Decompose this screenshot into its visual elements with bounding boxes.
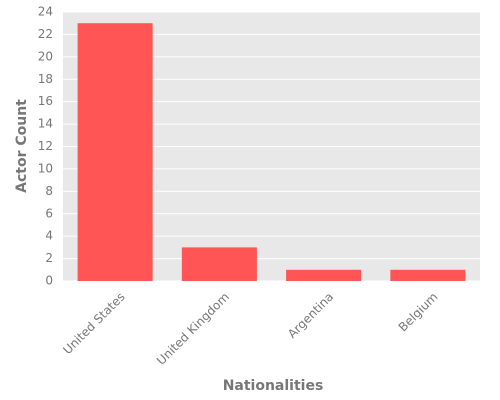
x-axis-title: Nationalities xyxy=(223,378,324,394)
x-tick-label: United States xyxy=(60,290,127,357)
y-tick-label: 6 xyxy=(45,206,53,220)
x-tick-label: Belgium xyxy=(396,290,441,335)
y-tick-label: 18 xyxy=(38,72,53,86)
y-axis-title: Actor Count xyxy=(14,99,30,193)
y-tick-label: 24 xyxy=(38,5,53,19)
y-tick-label: 8 xyxy=(45,184,53,198)
y-tick-label: 4 xyxy=(45,229,53,243)
y-tick-label: 16 xyxy=(38,94,53,108)
bar xyxy=(390,269,466,281)
y-tick-label: 2 xyxy=(45,251,53,265)
bar xyxy=(77,23,153,281)
y-tick-label: 0 xyxy=(45,274,53,288)
y-tick-label: 20 xyxy=(38,49,53,63)
y-tick-label: 14 xyxy=(38,117,53,131)
bar xyxy=(181,247,257,281)
x-tick-label: Argentina xyxy=(285,290,336,341)
y-tick-label: 22 xyxy=(38,27,53,41)
y-tick-label: 12 xyxy=(38,139,53,153)
y-tick-label: 10 xyxy=(38,161,53,175)
x-tick-label: United Kingdom xyxy=(154,290,232,368)
bar xyxy=(286,269,362,281)
